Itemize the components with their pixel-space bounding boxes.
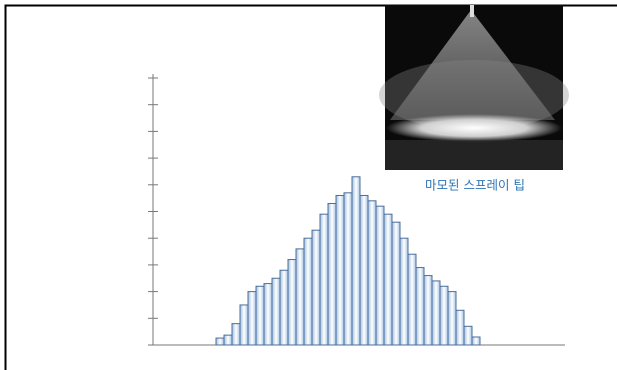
bar (336, 195, 344, 345)
bar (328, 203, 336, 345)
bar (384, 214, 392, 345)
bar (440, 286, 448, 345)
bar (256, 286, 264, 345)
bar (400, 238, 408, 345)
bar (312, 230, 320, 345)
bar (264, 284, 272, 345)
bar (224, 335, 232, 345)
bar (248, 292, 256, 345)
bar (448, 292, 456, 345)
bar (376, 206, 384, 345)
bar (344, 193, 352, 345)
bar (392, 222, 400, 345)
bar (368, 201, 376, 345)
bar (296, 249, 304, 345)
bar (456, 310, 464, 345)
image-caption: 마모된 스프레이 팁 (425, 178, 525, 193)
chart: 마모된 스프레이 팁 (0, 0, 617, 370)
bar (472, 337, 480, 345)
bar (408, 254, 416, 345)
bar (216, 338, 224, 345)
bar (432, 281, 440, 345)
bar (464, 326, 472, 345)
bar (360, 195, 368, 345)
bar (288, 260, 296, 345)
bar (272, 278, 280, 345)
bar (232, 324, 240, 345)
bar (240, 305, 248, 345)
page: {"chart_data": {"type": "bar", "categori… (0, 0, 617, 370)
bar (280, 270, 288, 345)
bar (320, 214, 328, 345)
bar (416, 268, 424, 345)
bar (352, 177, 360, 345)
bar (304, 238, 312, 345)
bar (424, 276, 432, 345)
spray-image (379, 5, 569, 170)
